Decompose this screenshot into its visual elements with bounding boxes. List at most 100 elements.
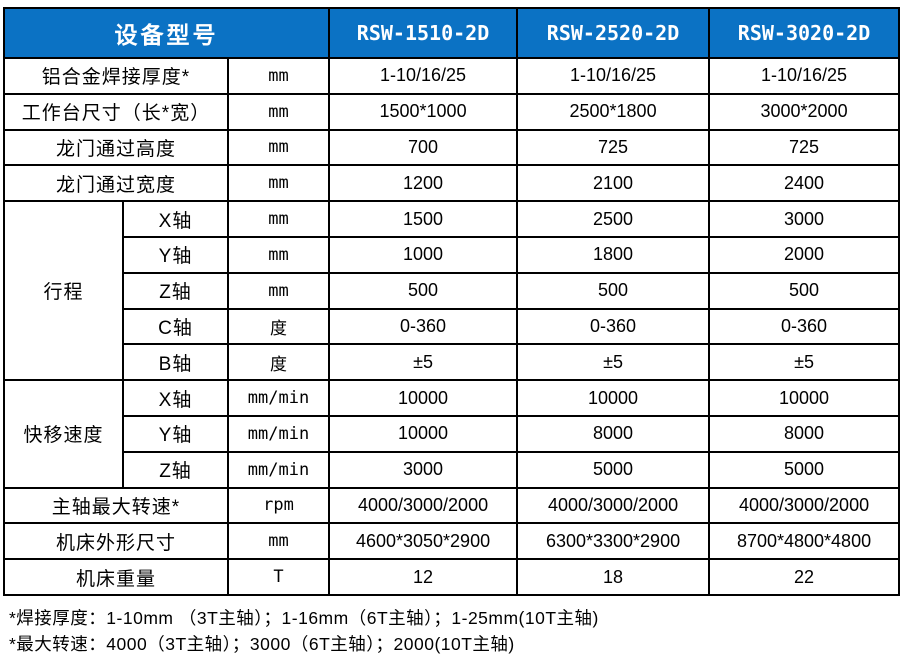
axis-label: Y轴 xyxy=(122,235,229,274)
table-row: 铝合金焊接厚度* mm 1-10/16/25 1-10/16/25 1-10/1… xyxy=(3,57,901,95)
unit-cell: mm/min xyxy=(226,379,331,417)
table-row: Z轴 mm 500 500 500 xyxy=(4,271,901,310)
unit-cell: mm xyxy=(226,200,331,238)
value-cell: 5000 xyxy=(516,450,711,489)
group-label-rapid-speed: 快移速度 xyxy=(3,379,124,489)
value-cell: 500 xyxy=(516,271,711,310)
unit-cell: mm xyxy=(226,271,331,310)
value-cell: 10000 xyxy=(708,379,901,417)
value-cell: 2500*1800 xyxy=(516,92,711,131)
axis-label: B轴 xyxy=(122,343,229,382)
value-cell: ±5 xyxy=(328,343,519,382)
unit-cell: mm xyxy=(226,92,331,131)
value-cell: 1200 xyxy=(328,164,519,203)
header-row: 设备型号 RSW-1510-2D RSW-2520-2D RSW-3020-2D xyxy=(2,7,901,59)
table-row: 工作台尺寸（长*宽） mm 1500*1000 2500*1800 3000*2… xyxy=(3,92,901,131)
value-cell: 0-360 xyxy=(516,307,711,346)
unit-cell: mm xyxy=(226,164,331,203)
axis-label: Y轴 xyxy=(122,414,229,453)
model-column-header-2: RSW-2520-2D xyxy=(516,7,711,59)
value-cell: 1-10/16/25 xyxy=(516,57,711,95)
value-cell: 725 xyxy=(708,128,901,167)
axis-label: X轴 xyxy=(122,379,229,417)
unit-cell: mm/min xyxy=(226,450,331,489)
value-cell: 1500 xyxy=(328,200,519,238)
value-cell: 12 xyxy=(328,558,519,596)
value-cell: 725 xyxy=(516,128,711,167)
unit-cell: mm xyxy=(226,235,331,274)
value-cell: 10000 xyxy=(328,414,519,453)
value-cell: 4600*3050*2900 xyxy=(328,522,519,561)
table-row: C轴 度 0-360 0-360 0-360 xyxy=(4,307,901,346)
axis-label: Z轴 xyxy=(122,450,229,489)
value-cell: 2000 xyxy=(708,235,901,274)
footnote-max-spindle-speed: *最大转速：4000（3T主轴）；3000（6T主轴）；2000(10T主轴) xyxy=(9,634,515,655)
device-model-header: 设备型号 xyxy=(2,7,331,59)
value-cell: 500 xyxy=(708,271,901,310)
row-label: 龙门通过高度 xyxy=(3,128,229,167)
value-cell: 4000/3000/2000 xyxy=(708,486,901,525)
unit-cell: mm xyxy=(226,522,331,561)
unit-cell: mm xyxy=(226,57,331,95)
table-row: Y轴 mm 1000 1800 2000 xyxy=(4,235,901,274)
value-cell: ±5 xyxy=(708,343,901,382)
value-cell: 10000 xyxy=(328,379,519,417)
footnotes: *焊接厚度：1-10mm （3T主轴）；1-16mm（6T主轴）；1-25mm(… xyxy=(3,605,912,658)
table-row: 机床外形尺寸 mm 4600*3050*2900 6300*3300*2900 … xyxy=(3,522,901,561)
value-cell: 1500*1000 xyxy=(328,92,519,131)
value-cell: 3000*2000 xyxy=(708,92,901,131)
value-cell: 1000 xyxy=(328,235,519,274)
group-label-stroke: 行程 xyxy=(3,200,124,382)
table-row: 龙门通过高度 mm 700 725 725 xyxy=(3,128,901,167)
unit-cell: mm xyxy=(226,128,331,167)
value-cell: 22 xyxy=(708,558,901,596)
axis-label: C轴 xyxy=(122,307,229,346)
value-cell: 0-360 xyxy=(328,307,519,346)
row-label: 主轴最大转速* xyxy=(3,486,229,525)
unit-cell: T xyxy=(226,558,331,596)
row-label: 机床外形尺寸 xyxy=(3,522,229,561)
spec-table: 设备型号 RSW-1510-2D RSW-2520-2D RSW-3020-2D… xyxy=(2,7,901,596)
value-cell: 8000 xyxy=(708,414,901,453)
value-cell: ±5 xyxy=(516,343,711,382)
footnote-welding-thickness: *焊接厚度：1-10mm （3T主轴）；1-16mm（6T主轴）；1-25mm(… xyxy=(9,607,599,628)
value-cell: 6300*3300*2900 xyxy=(516,522,711,561)
table-row: 机床重量 T 12 18 22 xyxy=(3,558,901,596)
value-cell: 2500 xyxy=(516,200,711,238)
value-cell: 8700*4800*4800 xyxy=(708,522,901,561)
value-cell: 2400 xyxy=(708,164,901,203)
table-row: 龙门通过宽度 mm 1200 2100 2400 xyxy=(3,164,901,203)
axis-label: Z轴 xyxy=(122,271,229,310)
row-label: 铝合金焊接厚度* xyxy=(3,57,229,95)
value-cell: 8000 xyxy=(516,414,711,453)
axis-label: X轴 xyxy=(122,200,229,238)
table-row: Y轴 mm/min 10000 8000 8000 xyxy=(4,414,901,453)
table-row: 主轴最大转速* rpm 4000/3000/2000 4000/3000/200… xyxy=(3,486,901,525)
value-cell: 1-10/16/25 xyxy=(328,57,519,95)
value-cell: 10000 xyxy=(516,379,711,417)
value-cell: 18 xyxy=(516,558,711,596)
table-row: 快移速度 X轴 mm/min 10000 10000 10000 xyxy=(3,379,901,489)
unit-cell: mm/min xyxy=(226,414,331,453)
value-cell: 500 xyxy=(328,271,519,310)
value-cell: 0-360 xyxy=(708,307,901,346)
unit-cell: 度 xyxy=(226,343,331,382)
value-cell: 5000 xyxy=(708,450,901,489)
value-cell: 2100 xyxy=(516,164,711,203)
row-label: 机床重量 xyxy=(3,558,229,596)
model-column-header-3: RSW-3020-2D xyxy=(708,7,901,59)
value-cell: 700 xyxy=(328,128,519,167)
value-cell: 4000/3000/2000 xyxy=(328,486,519,525)
value-cell: 4000/3000/2000 xyxy=(516,486,711,525)
table-row: Z轴 mm/min 3000 5000 5000 xyxy=(4,450,901,489)
value-cell: 3000 xyxy=(708,200,901,238)
value-cell: 3000 xyxy=(328,450,519,489)
table-row: 行程 X轴 mm 1500 2500 3000 xyxy=(3,200,901,382)
row-label: 工作台尺寸（长*宽） xyxy=(3,92,229,131)
unit-cell: rpm xyxy=(226,486,331,525)
table-row: B轴 度 ±5 ±5 ±5 xyxy=(4,343,901,382)
model-column-header-1: RSW-1510-2D xyxy=(328,7,519,59)
value-cell: 1-10/16/25 xyxy=(708,57,901,95)
value-cell: 1800 xyxy=(516,235,711,274)
